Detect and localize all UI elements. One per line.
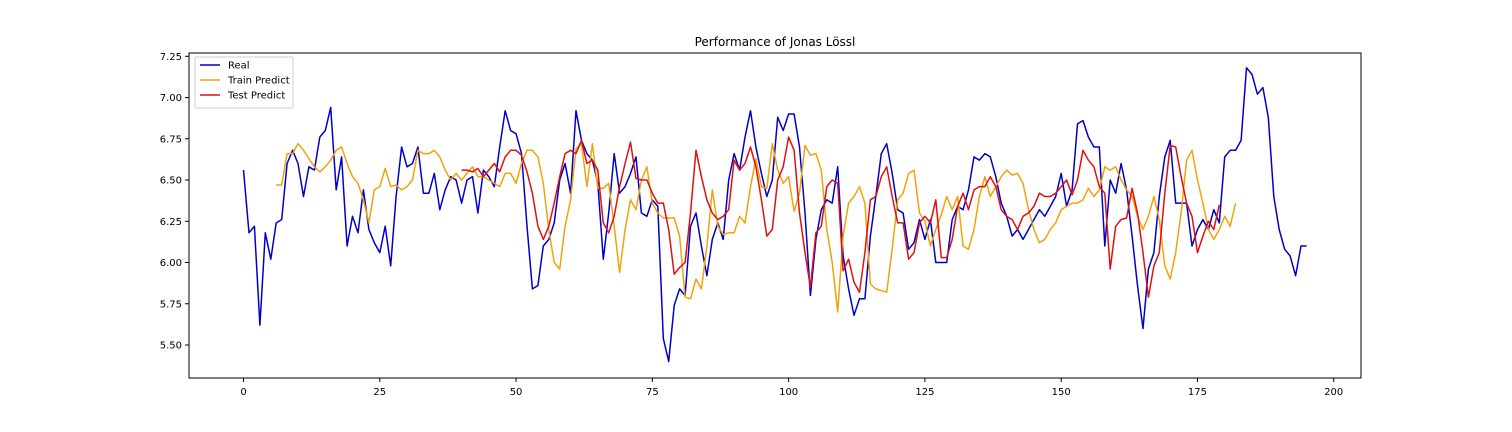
legend-label: Real <box>228 61 250 72</box>
x-tick-label: 25 <box>373 387 386 398</box>
series-line-test-predict <box>461 136 1221 298</box>
x-axis: 0 25 50 75 100 125 150 175 200 <box>240 378 1343 398</box>
x-tick-label: 150 <box>1052 387 1071 398</box>
legend: Real Train Predict Test Predict <box>194 56 294 109</box>
y-axis: 5.50 5.75 6.00 6.25 6.50 6.75 7.00 7.25 <box>160 52 189 352</box>
legend-label: Test Predict <box>227 91 285 102</box>
chart-title: Performance of Jonas Lössl <box>695 35 856 49</box>
series-line-real <box>242 67 1307 363</box>
x-tick-label: 50 <box>510 387 523 398</box>
x-tick-label: 75 <box>646 387 659 398</box>
y-tick-label: 5.50 <box>160 341 182 352</box>
x-tick-label: 175 <box>1188 387 1207 398</box>
y-tick-label: 5.75 <box>160 299 182 310</box>
x-tick-label: 0 <box>240 387 246 398</box>
x-tick-label: 100 <box>779 387 798 398</box>
series-layer <box>242 67 1307 363</box>
x-tick-label: 200 <box>1324 387 1343 398</box>
series-line-train-predict <box>276 142 1237 313</box>
y-tick-label: 6.50 <box>160 176 182 187</box>
y-tick-label: 6.00 <box>160 258 182 269</box>
legend-label: Train Predict <box>227 76 290 87</box>
x-tick-label: 125 <box>915 387 934 398</box>
y-tick-label: 6.25 <box>160 217 182 228</box>
y-tick-label: 7.25 <box>160 52 182 63</box>
plot-area <box>188 52 1362 379</box>
y-tick-label: 6.75 <box>160 134 182 145</box>
y-tick-label: 7.00 <box>160 93 182 104</box>
